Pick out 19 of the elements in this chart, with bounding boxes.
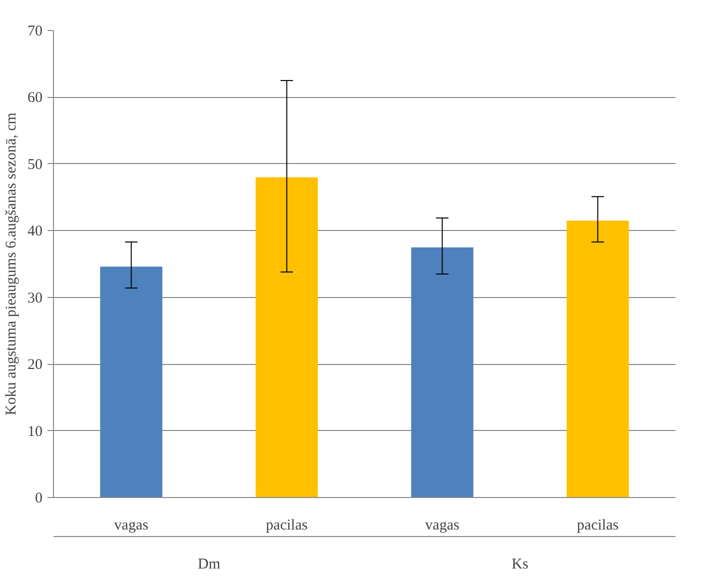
bar	[100, 266, 162, 498]
x-tick-label: vagas	[114, 518, 148, 534]
x-tick-label: pacilas	[576, 518, 619, 534]
y-axis-title: Koku augstuma pieaugums 6.augšanas sezonā, cm	[4, 112, 20, 416]
y-tick-label: 70	[28, 24, 42, 40]
bar	[566, 220, 629, 498]
text: Ks	[512, 556, 528, 572]
bar	[411, 247, 474, 498]
y-tick-label: 50	[28, 156, 42, 173]
y-tick-label: 20	[28, 357, 42, 374]
y-tick-label: 30	[28, 290, 42, 306]
y-tick-label: 0	[35, 490, 42, 506]
x-tick-label: vagas	[425, 518, 460, 534]
y-tick-label: 10	[28, 424, 42, 440]
y-tick-label: 40	[28, 224, 42, 240]
bar	[256, 177, 318, 498]
text: Dm	[198, 556, 221, 572]
y-tick-label: 60	[28, 90, 42, 106]
x-tick-label: pacilas	[266, 518, 308, 534]
